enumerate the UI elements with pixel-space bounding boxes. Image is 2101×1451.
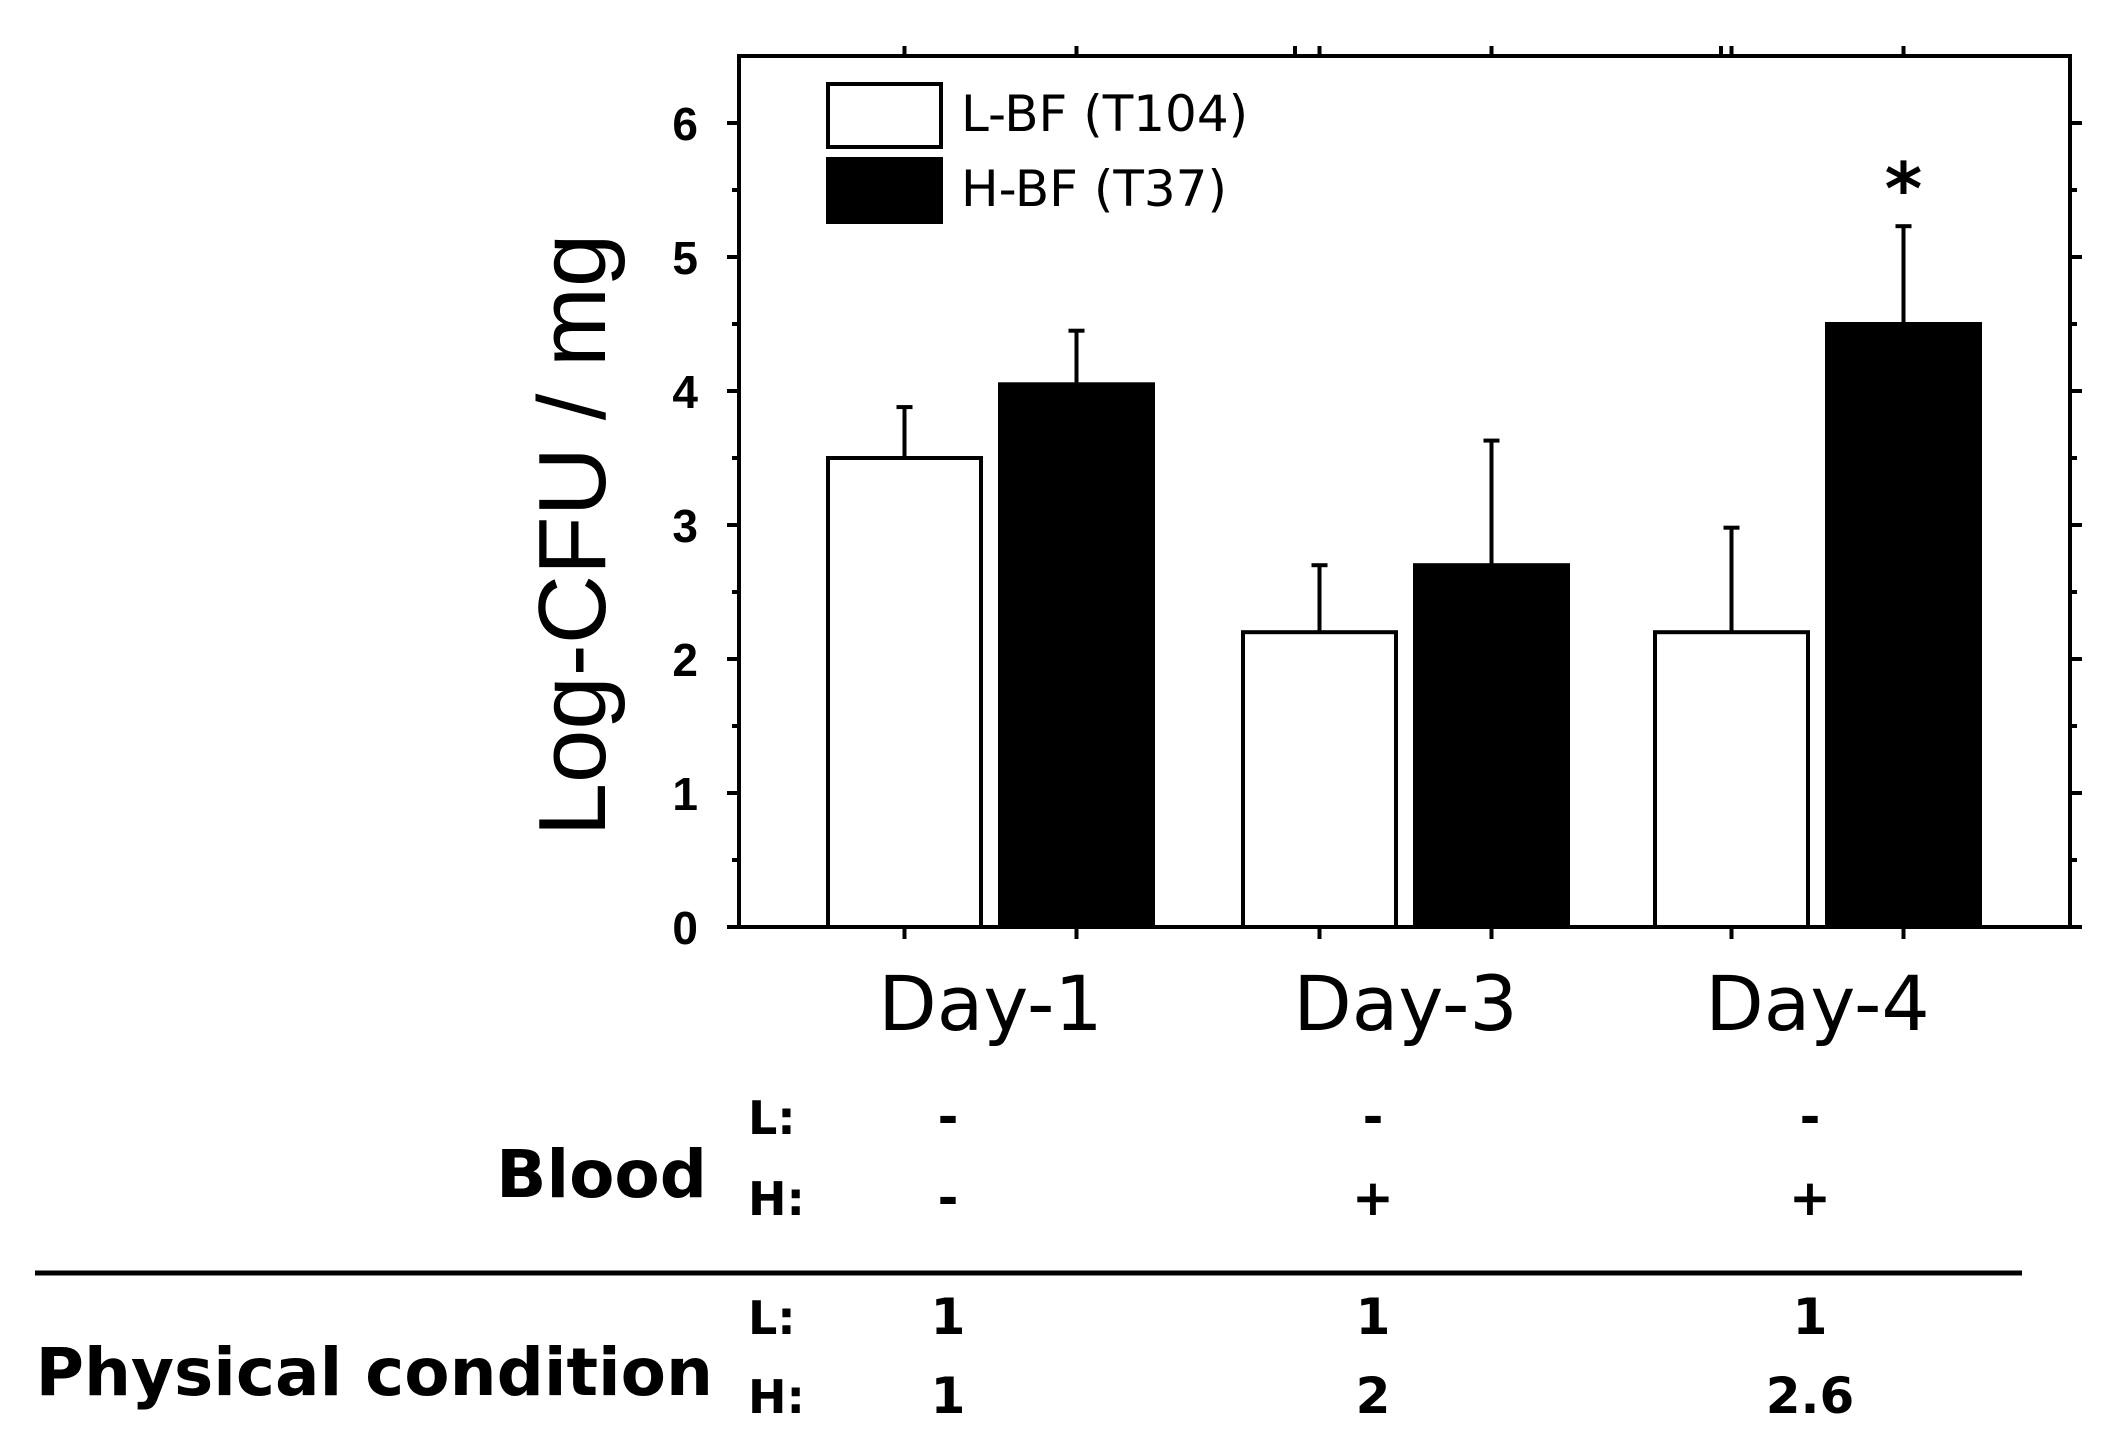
legend-label-l-bf: L-BF (T104) [961,85,1248,143]
blood-cell: + [1789,1169,1831,1227]
bar-day-1-h-bf [998,382,1155,929]
plot-border [737,54,2072,929]
y-tick-label: 5 [672,232,698,284]
plot-frame [737,54,2072,929]
physical-cell: 1 [931,1367,966,1425]
blood-cell: + [1352,1169,1394,1227]
conditions-table: Blood Physical condition L: - - - H: - + + L: 1 1 1… [35,1088,2022,1425]
physical-row-key: H: [748,1370,805,1424]
bars-layer [826,322,1982,929]
bar-day-3-h-bf [1413,563,1570,929]
category-label-day-4: Day-4 [1705,959,1930,1048]
y-tick-label: 0 [672,902,698,954]
y-axis-label: Log-CFU / mg [519,234,626,837]
x-axis-ticks [902,46,1906,939]
category-label-day-3: Day-3 [1293,959,1518,1048]
legend: L-BF (T104) H-BF (T37) [826,82,1248,224]
blood-cell: - [1363,1088,1384,1146]
blood-row-label: Blood [496,1136,707,1213]
table-cells: L: - - - H: - + + L: 1 1 1 H: 1 2 2.6 [748,1088,1854,1425]
physical-cell: 2.6 [1766,1367,1855,1425]
y-tick-label: 1 [672,768,698,820]
category-label-day-1: Day-1 [878,959,1103,1048]
physical-row-key: L: [748,1291,796,1345]
category-labels: Day-1 Day-3 Day-4 [878,959,1930,1048]
legend-swatch-h-bf [826,157,943,224]
blood-row-key: L: [748,1091,796,1145]
physical-cell: 1 [931,1288,966,1346]
error-bars-layer [896,224,1912,633]
blood-row-key: H: [748,1172,805,1226]
bar-day-1-l-bf [826,456,983,929]
y-axis-ticks: 0 1 2 3 4 5 6 [672,98,2082,954]
blood-cell: - [938,1169,959,1227]
physical-cell: 1 [1356,1288,1391,1346]
physical-row-label: Physical condition [36,1334,713,1411]
bar-day-4-h-bf [1825,322,1982,929]
blood-cell: - [1800,1088,1821,1146]
bar-day-3-l-bf [1241,630,1398,929]
y-tick-label: 2 [672,634,698,686]
blood-cell: - [938,1088,959,1146]
significance-asterisk: * [1885,147,1923,231]
y-tick-label: 6 [672,98,698,150]
legend-swatch-l-bf [826,82,943,149]
y-tick-label: 4 [672,366,698,418]
y-tick-label: 3 [672,500,698,552]
annotations: * [1885,147,1923,231]
legend-label-h-bf: H-BF (T37) [961,160,1227,218]
bar-day-4-l-bf [1653,630,1810,929]
physical-cell: 2 [1356,1367,1391,1425]
physical-cell: 1 [1793,1288,1828,1346]
